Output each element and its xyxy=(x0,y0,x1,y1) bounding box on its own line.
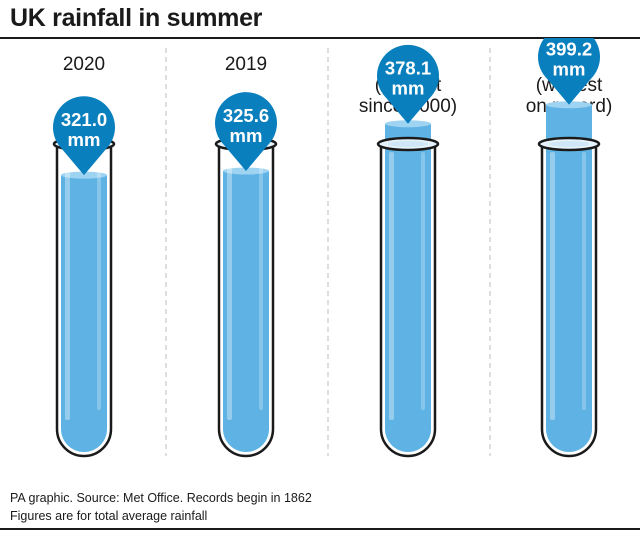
unit-label: mm xyxy=(392,78,425,99)
column-label: 2020 xyxy=(63,54,105,75)
liquid-fill xyxy=(385,123,431,453)
rainfall-chart: 2020321.0mm2019325.6mm2012(wettestsince … xyxy=(52,38,612,458)
value-label: 321.0 xyxy=(61,109,107,130)
value-label: 325.6 xyxy=(223,105,269,126)
liquid-fill xyxy=(546,104,592,452)
tube-opening xyxy=(388,141,428,147)
liquid-fill xyxy=(61,175,107,452)
glass-highlight xyxy=(582,152,586,410)
tube-column: 2020 321.0mm xyxy=(52,54,116,458)
unit-label: mm xyxy=(230,125,263,146)
value-pin xyxy=(538,38,600,105)
title-rule xyxy=(0,37,640,39)
unit-label: mm xyxy=(553,59,586,80)
tube-opening xyxy=(549,141,589,147)
tube-column: 1879(wetteston record)399.2mm xyxy=(526,38,612,458)
value-pin xyxy=(215,92,277,171)
glass-highlight xyxy=(97,152,101,410)
figures-note: Figures are for total average rainfall xyxy=(10,509,208,523)
value-label: 378.1 xyxy=(385,58,431,79)
glass-highlight xyxy=(259,152,263,410)
source-note: PA graphic. Source: Met Office. Records … xyxy=(10,491,312,505)
glass-highlight xyxy=(65,152,70,420)
value-pin xyxy=(53,96,115,176)
column-label: 2019 xyxy=(225,54,267,75)
chart-title: UK rainfall in summer xyxy=(10,4,263,32)
tube-column: 2019 325.6mm xyxy=(214,54,278,458)
tube-column: 2012(wettestsince 2000)378.1mm xyxy=(359,44,457,458)
value-pin xyxy=(376,44,439,124)
value-label: 399.2 xyxy=(546,39,592,60)
glass-highlight xyxy=(421,152,425,410)
unit-label: mm xyxy=(68,129,101,150)
glass-highlight xyxy=(227,152,232,420)
liquid-fill xyxy=(223,170,269,452)
glass-highlight xyxy=(389,152,394,420)
glass-highlight xyxy=(550,152,555,420)
bottom-rule xyxy=(0,528,640,530)
